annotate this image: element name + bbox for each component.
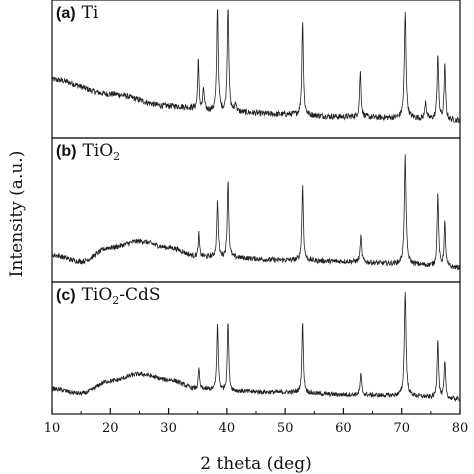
x-axis: 10 20 30 40 50 60 70 80	[44, 408, 469, 436]
panel-2: (b) TiO2	[51, 137, 461, 283]
panel-1: (a) Ti	[51, 0, 461, 139]
panel-3: (c) TiO2-CdS	[51, 281, 461, 415]
x-tick-label: 60	[335, 421, 352, 436]
xrd-pattern-line	[51, 9, 461, 124]
panel-label: (c) TiO2-CdS	[56, 285, 161, 307]
panels-layer: (a) Ti (b) TiO2 (c) TiO2-CdS	[51, 0, 461, 415]
x-tick-label: 80	[452, 421, 469, 436]
xrd-pattern-line	[51, 291, 461, 403]
x-tick-label: 10	[44, 421, 61, 436]
x-tick-label: 20	[102, 421, 119, 436]
x-tick-label: 30	[160, 421, 177, 436]
xrd-pattern-line	[51, 154, 461, 270]
x-axis-title: 2 theta (deg)	[200, 454, 312, 474]
y-axis-title: Intensity (a.u.)	[7, 151, 27, 278]
x-tick-label: 70	[393, 421, 410, 436]
panel-label: (a) Ti	[56, 3, 99, 23]
panel-label: (b) TiO2	[56, 141, 120, 163]
x-tick-label: 40	[219, 421, 236, 436]
panel-frame	[51, 0, 461, 139]
x-tick-label: 50	[277, 421, 294, 436]
